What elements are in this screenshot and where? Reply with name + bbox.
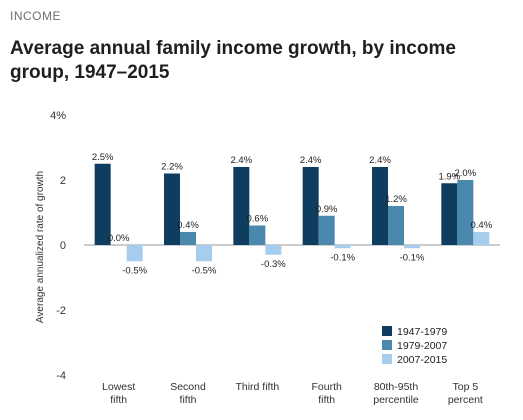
x-category-label: Top 5 <box>452 381 478 393</box>
legend-label: 2007-2015 <box>397 354 447 366</box>
bar <box>94 163 111 245</box>
data-label: 0.4% <box>177 220 199 231</box>
data-label: 2.0% <box>455 168 477 179</box>
bar <box>126 245 143 262</box>
section-eyebrow: INCOME <box>10 9 61 23</box>
data-label: 1.9% <box>439 171 461 182</box>
bar <box>233 167 250 245</box>
legend-swatch <box>382 326 392 336</box>
bar <box>441 183 458 245</box>
data-label: 2.4% <box>300 155 322 166</box>
data-label: 1.2% <box>385 194 407 205</box>
data-label: 2.2% <box>161 162 183 173</box>
data-label: 2.5% <box>92 152 114 163</box>
x-category-label: fifth <box>110 394 127 406</box>
data-label: 0.0% <box>108 233 130 244</box>
x-category-label: Second <box>170 381 206 393</box>
data-label: 0.4% <box>471 220 493 231</box>
bar <box>404 245 420 249</box>
x-category-label: percentile <box>373 394 419 406</box>
bar <box>318 215 335 245</box>
bar <box>164 173 180 245</box>
data-label: -0.1% <box>400 252 425 263</box>
bar <box>388 206 404 245</box>
y-tick-label: 2 <box>60 175 66 187</box>
y-axis-title: Average annualized rate of growth <box>35 171 46 323</box>
data-label: 0.9% <box>316 204 338 215</box>
bar <box>302 167 319 245</box>
bar <box>473 232 490 245</box>
y-tick-label: -2 <box>56 305 66 317</box>
data-label: 2.4% <box>231 155 253 166</box>
legend-label: 1947-1979 <box>397 326 447 338</box>
y-tick-label: 4% <box>50 110 66 122</box>
x-category-label: fifth <box>180 394 197 406</box>
bar <box>457 180 474 245</box>
x-category-label: percent <box>448 394 483 406</box>
x-category-label: Lowest <box>102 381 135 393</box>
bar <box>196 245 212 262</box>
data-label: -0.5% <box>122 265 147 276</box>
data-label: -0.3% <box>261 259 286 270</box>
bar <box>265 245 282 255</box>
data-label: 2.4% <box>369 155 391 166</box>
x-category-label: fifth <box>318 394 335 406</box>
y-tick-label: 0 <box>60 240 66 252</box>
x-category-label: 80th-95th <box>374 381 419 393</box>
legend-swatch <box>382 354 392 364</box>
bar <box>372 167 388 245</box>
y-tick-label: -4 <box>56 370 66 382</box>
legend-swatch <box>382 340 392 350</box>
data-label: 0.6% <box>247 214 269 225</box>
bar <box>334 245 351 249</box>
data-label: -0.5% <box>192 265 217 276</box>
bar <box>249 225 266 245</box>
chart-title: Average annual family income growth, by … <box>10 38 456 83</box>
x-category-label: Fourth <box>311 381 342 393</box>
x-category-label: Third fifth <box>235 381 279 393</box>
bar <box>180 232 196 245</box>
legend-label: 1979-2007 <box>397 340 447 352</box>
data-label: -0.1% <box>330 252 355 263</box>
